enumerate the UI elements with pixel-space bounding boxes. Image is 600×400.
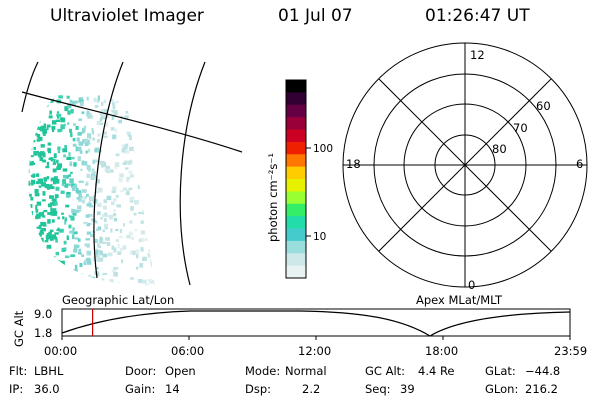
color-bar-cell: [286, 216, 306, 230]
glon-label: GLon:: [485, 382, 519, 396]
door-value: Open: [165, 364, 196, 378]
mode-value: Normal: [285, 364, 327, 378]
earth-image-panel: [21, 61, 243, 286]
color-bar-cell: [286, 203, 306, 217]
timeline-xtick-1200: 12:00: [298, 344, 331, 358]
timeline-ylabel: GC Alt: [12, 310, 26, 347]
color-bar-cell: [286, 80, 306, 93]
time-label: 01:26:47 UT: [425, 6, 530, 26]
meridian-line: [179, 61, 206, 286]
date-label: 01 Jul 07: [278, 6, 353, 26]
color-bar-tick-label-100: 100: [313, 143, 333, 155]
app-title: Ultraviolet Imager: [50, 6, 204, 26]
timeline-xtick-0000: 00:00: [44, 344, 77, 358]
timeline-frame: [61, 308, 571, 337]
timeline-ymax: 9.0: [34, 307, 52, 321]
color-bar-cell: [286, 179, 306, 192]
timeline-xtick-2359: 23:59: [554, 344, 587, 358]
flt-label: Flt:: [9, 364, 28, 378]
mlat-label-60: 60: [536, 99, 551, 113]
mlt-label-6: 6: [576, 157, 583, 171]
gain-label: Gain:: [125, 382, 156, 396]
glat-label: GLat:: [485, 364, 516, 378]
altitude-curve: [61, 310, 571, 337]
color-bar-cell: [286, 228, 306, 242]
mlat-label-80: 80: [492, 142, 507, 156]
glat-value: −44.8: [525, 364, 561, 378]
color-bar: 100 10 photon cm⁻²s⁻¹: [266, 79, 333, 279]
gcalt-label: GC Alt:: [365, 364, 406, 378]
orbit-timeline: Geographic Lat/Lon Apex MLat/MLT GC Alt …: [12, 293, 587, 358]
ip-label: IP:: [9, 382, 24, 396]
color-bar-cell: [286, 154, 306, 168]
color-bar-cell: [286, 166, 306, 180]
dsp-value: 2.2: [302, 382, 321, 396]
gcalt-value: 4.4 Re: [418, 364, 455, 378]
auroral-emission: [28, 95, 155, 286]
color-bar-cell: [286, 240, 306, 254]
gain-value: 14: [165, 382, 180, 396]
meridian-line: [93, 61, 124, 279]
mlt-label-0: 0: [468, 278, 475, 292]
seq-value: 39: [400, 382, 415, 396]
timeline-xtick-0600: 06:00: [171, 344, 204, 358]
timeline-ymin: 1.8: [34, 326, 52, 340]
flt-value: LBHL: [34, 364, 64, 378]
glon-value: 216.2: [525, 382, 558, 396]
door-label: Door:: [125, 364, 157, 378]
mlt-label-18: 18: [346, 157, 361, 171]
dsp-label: Dsp:: [245, 382, 272, 396]
ip-value: 36.0: [34, 382, 60, 396]
mlat-label-70: 70: [513, 121, 528, 135]
latitude-line: [21, 91, 243, 153]
geographic-grid: [21, 61, 243, 286]
color-bar-cell: [286, 129, 306, 143]
seq-label: Seq:: [365, 382, 391, 396]
color-bar-cell: [286, 253, 306, 267]
timeline-xtick-1800: 18:00: [425, 344, 458, 358]
color-bar-cell: [286, 104, 306, 118]
color-bar-cell: [286, 191, 306, 205]
color-bar-gradient: [286, 80, 306, 279]
mlt-label-12: 12: [470, 48, 485, 62]
mode-label: Mode:: [245, 364, 281, 378]
color-bar-unit-label: photon cm⁻²s⁻¹: [266, 153, 280, 242]
polar-plot: [342, 42, 588, 288]
timeline-right-title: Apex MLat/MLT: [416, 293, 503, 307]
timeline-left-title: Geographic Lat/Lon: [62, 293, 174, 307]
timeline-ticks: [61, 336, 571, 340]
color-bar-cell: [286, 265, 306, 279]
color-bar-cell: [286, 117, 306, 131]
color-bar-tick-label-10: 10: [313, 231, 326, 243]
color-bar-frame: [285, 79, 307, 279]
meridian-line: [21, 61, 39, 113]
polar-axis-diagonal: [378, 78, 552, 252]
color-bar-cell: [286, 141, 306, 155]
color-bar-cell: [286, 92, 306, 106]
